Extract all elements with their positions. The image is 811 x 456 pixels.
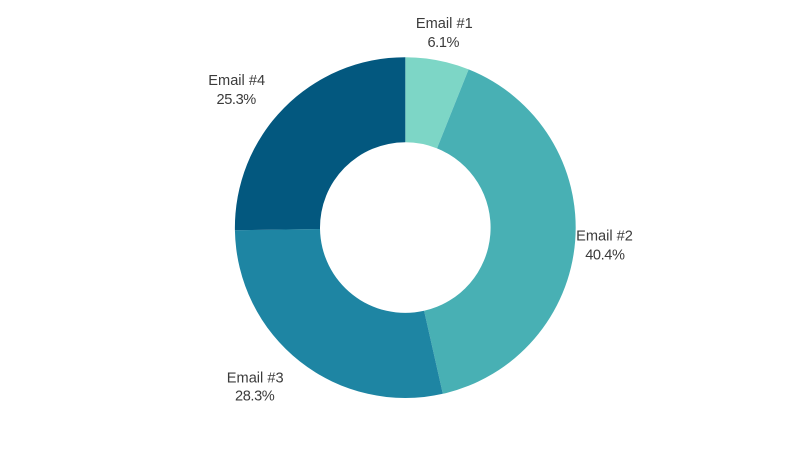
svg-text:Email #3: Email #3 [227, 370, 284, 386]
svg-text:28.3%: 28.3% [235, 389, 275, 405]
svg-text:25.3%: 25.3% [217, 92, 257, 108]
svg-text:Email #2: Email #2 [576, 228, 633, 244]
svg-text:Email #1: Email #1 [416, 16, 473, 32]
svg-text:Email #4: Email #4 [208, 73, 265, 89]
svg-text:40.4%: 40.4% [585, 248, 625, 264]
svg-text:6.1%: 6.1% [427, 35, 459, 51]
